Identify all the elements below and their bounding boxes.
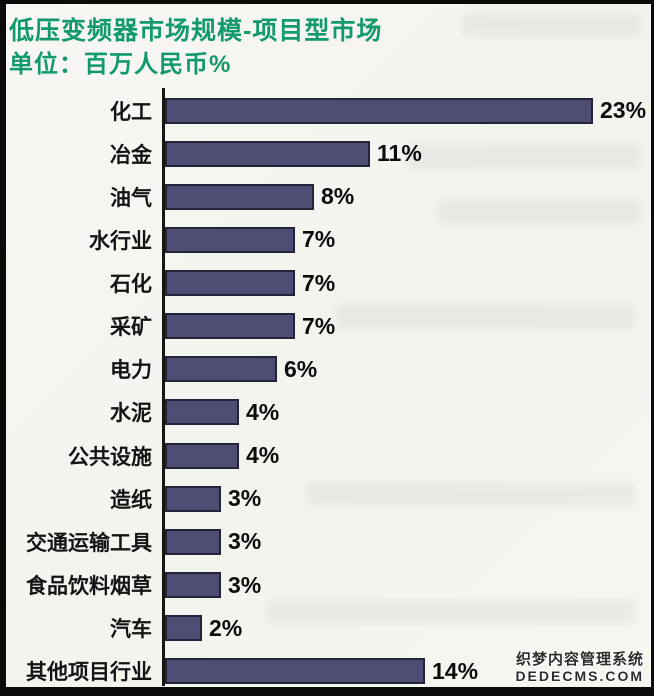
category-label: 水行业 bbox=[89, 229, 152, 253]
chart-row: 食品饮料烟草 3% bbox=[6, 572, 651, 599]
bar bbox=[165, 226, 295, 253]
bar bbox=[165, 183, 314, 210]
category-label: 造纸 bbox=[110, 488, 152, 512]
bar bbox=[165, 442, 239, 469]
chart-row: 采矿 7% bbox=[6, 313, 651, 340]
bar bbox=[165, 356, 277, 383]
category-label: 公共设施 bbox=[68, 445, 152, 469]
bar-chart: 化工 23% 冶金 11% 油气 8% 水行业 7% 石化 7% 采矿 7% 电… bbox=[6, 97, 651, 685]
bleedthrough-smudge bbox=[461, 12, 641, 38]
chart-row: 交通运输工具 3% bbox=[6, 528, 651, 555]
value-label: 7% bbox=[302, 226, 336, 253]
bar bbox=[165, 528, 221, 555]
chart-row: 水泥 4% bbox=[6, 399, 651, 426]
bar bbox=[165, 270, 295, 297]
chart-row: 冶金 11% bbox=[6, 140, 651, 167]
bar bbox=[165, 313, 295, 340]
value-label: 14% bbox=[432, 657, 479, 684]
chart-row: 油气 8% bbox=[6, 183, 651, 210]
chart-row: 电力 6% bbox=[6, 356, 651, 383]
value-label: 23% bbox=[600, 97, 647, 123]
chart-title: 低压变频器市场规模-项目型市场 bbox=[9, 17, 383, 45]
chart-row: 汽车 2% bbox=[6, 615, 651, 642]
value-label: 11% bbox=[377, 140, 422, 167]
value-label: 2% bbox=[209, 614, 243, 641]
value-label: 4% bbox=[246, 398, 280, 425]
watermark: 织梦内容管理系统 DEDECMS.COM bbox=[515, 651, 644, 685]
value-label: 3% bbox=[228, 571, 262, 598]
category-label: 冶金 bbox=[110, 143, 152, 167]
category-label: 其他项目行业 bbox=[26, 661, 152, 685]
bar bbox=[165, 97, 593, 124]
value-label: 7% bbox=[302, 269, 336, 296]
category-label: 化工 bbox=[110, 100, 152, 124]
bar bbox=[165, 140, 370, 167]
category-label: 石化 bbox=[110, 273, 152, 297]
category-label: 水泥 bbox=[110, 402, 152, 426]
bar bbox=[165, 399, 239, 426]
chart-row: 公共设施 4% bbox=[6, 442, 651, 469]
value-label: 6% bbox=[284, 355, 318, 382]
value-label: 4% bbox=[246, 442, 280, 469]
chart-canvas: 低压变频器市场规模-项目型市场 单位：百万人民币% 化工 23% 冶金 11% … bbox=[6, 4, 651, 687]
value-label: 7% bbox=[302, 312, 336, 339]
category-label: 交通运输工具 bbox=[26, 531, 152, 555]
watermark-line1: 织梦内容管理系统 bbox=[515, 651, 644, 668]
chart-row: 化工 23% bbox=[6, 97, 651, 124]
value-label: 3% bbox=[228, 485, 262, 512]
value-label: 8% bbox=[321, 183, 355, 210]
value-label: 3% bbox=[228, 528, 262, 555]
bar bbox=[165, 485, 221, 512]
y-axis-line bbox=[162, 88, 165, 686]
bar bbox=[165, 572, 221, 599]
category-label: 采矿 bbox=[110, 316, 152, 340]
chart-unit-label: 单位：百万人民币% bbox=[9, 51, 232, 78]
bar bbox=[165, 658, 425, 685]
watermark-line2: DEDECMS.COM bbox=[515, 668, 644, 684]
chart-row: 石化 7% bbox=[6, 270, 651, 297]
category-label: 油气 bbox=[110, 186, 152, 210]
category-label: 电力 bbox=[110, 359, 152, 383]
chart-row: 造纸 3% bbox=[6, 485, 651, 512]
chart-row: 水行业 7% bbox=[6, 226, 651, 253]
category-label: 食品饮料烟草 bbox=[26, 575, 152, 599]
bar bbox=[165, 615, 202, 642]
chart-row: 其他项目行业 14% bbox=[6, 658, 651, 685]
category-label: 汽车 bbox=[110, 618, 152, 642]
